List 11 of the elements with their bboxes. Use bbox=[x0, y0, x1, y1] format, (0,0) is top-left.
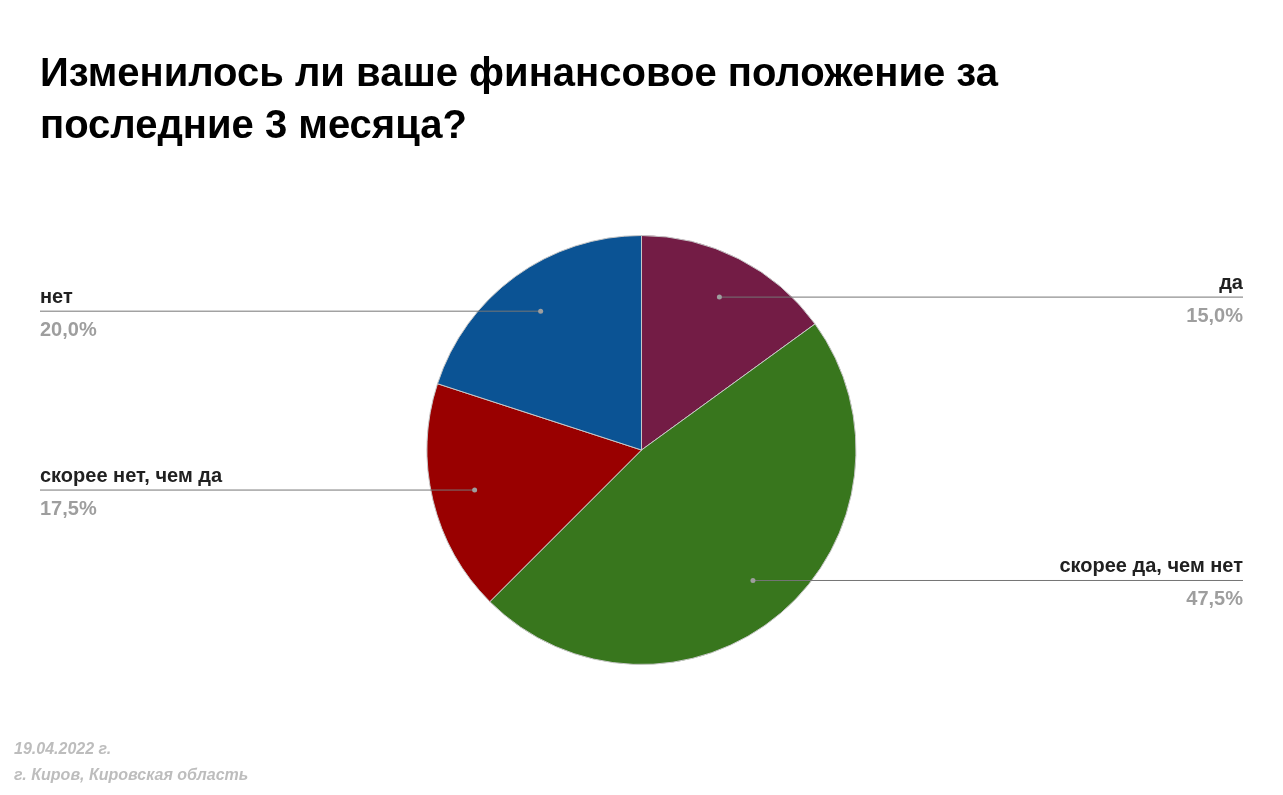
text: 19.04.2022 г. bbox=[14, 739, 113, 759]
slice-label: скорее нет, чем да bbox=[40, 464, 223, 487]
data-label: 47,5% bbox=[1186, 587, 1244, 610]
slice-label: скорее да, чем нет bbox=[1059, 554, 1244, 577]
slice-label: да bbox=[1219, 271, 1244, 294]
text: г. Киров, Кировская область bbox=[14, 765, 249, 785]
data-label: 15,0% bbox=[1186, 304, 1244, 327]
data-label: 20,0% bbox=[40, 318, 97, 341]
data-label: 17,5% bbox=[40, 497, 97, 520]
slice-label: нет bbox=[40, 285, 73, 308]
chart-title: Изменилось ли ваше финансовое положение за последние 3 месяца? bbox=[40, 49, 1000, 148]
